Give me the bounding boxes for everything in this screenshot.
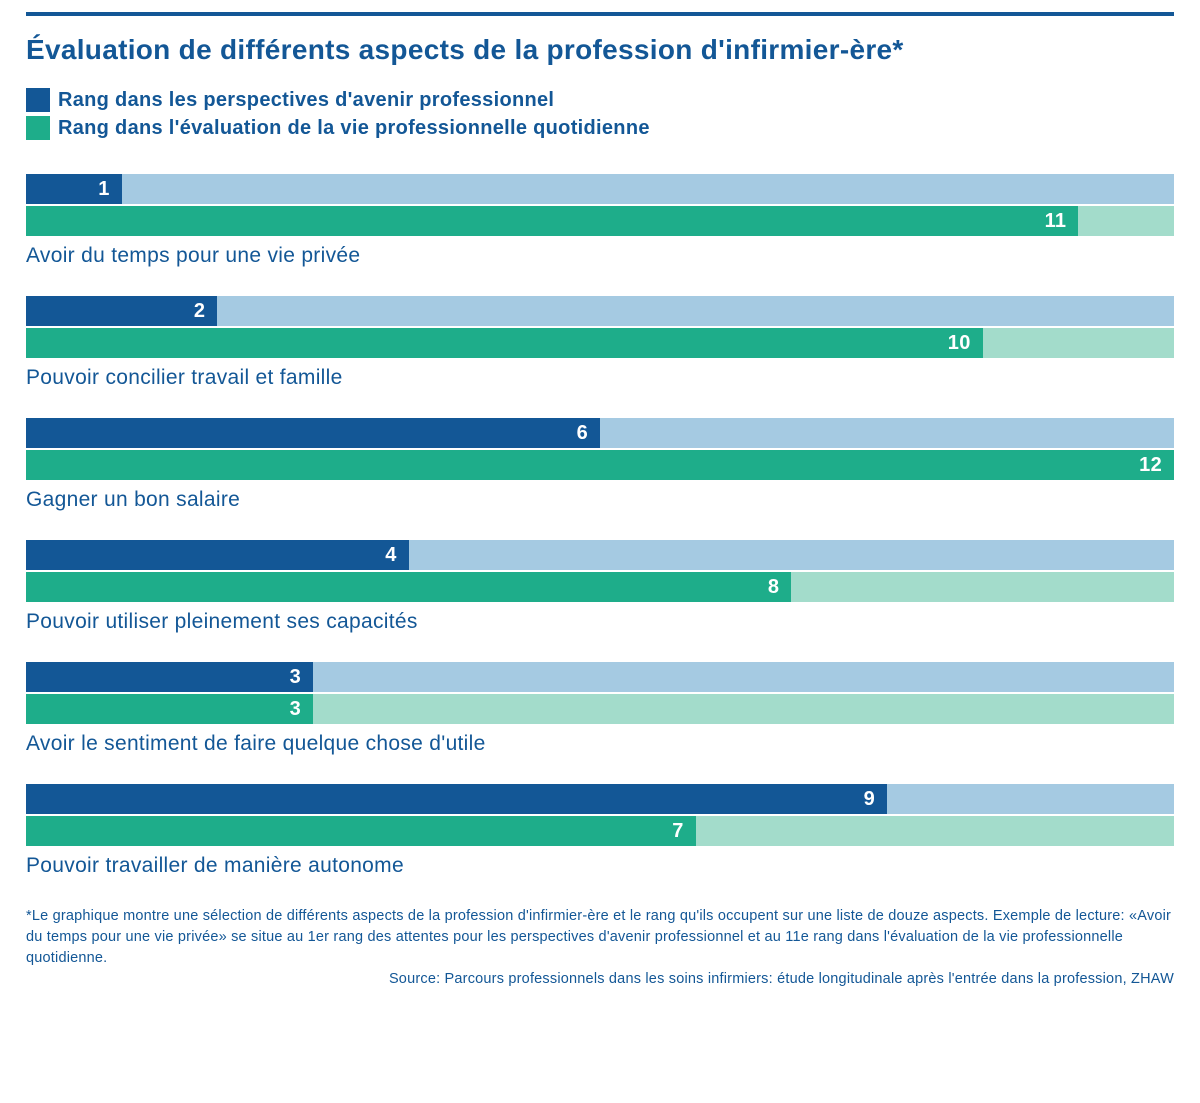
- chart-source: Source: Parcours professionnels dans les…: [26, 971, 1174, 987]
- legend-item-series1: Rang dans les perspectives d'avenir prof…: [26, 88, 1174, 112]
- bar-fill-series1: 9: [26, 784, 887, 814]
- bar-track-series2: 11: [26, 206, 1174, 236]
- bar-fill-series2: 8: [26, 572, 791, 602]
- item-label: Pouvoir utiliser pleinement ses capacité…: [26, 610, 1174, 634]
- bar-track-series1: 3: [26, 662, 1174, 692]
- chart-item: 97 Pouvoir travailler de manière autonome: [26, 784, 1174, 878]
- item-label: Avoir du temps pour une vie privée: [26, 244, 1174, 268]
- item-label: Pouvoir concilier travail et famille: [26, 366, 1174, 390]
- bar-fill-series1: 6: [26, 418, 600, 448]
- bar-fill-series2: 10: [26, 328, 983, 358]
- chart-container: Évaluation de différents aspects de la p…: [0, 0, 1200, 1011]
- chart-footnote: *Le graphique montre une sélection de di…: [26, 906, 1174, 969]
- bar-fill-series1: 1: [26, 174, 122, 204]
- bar-fill-series2: 11: [26, 206, 1078, 236]
- bar-pair: 33: [26, 662, 1174, 724]
- bar-fill-series1: 4: [26, 540, 409, 570]
- legend-swatch-series2: [26, 116, 50, 140]
- bar-track-series1: 9: [26, 784, 1174, 814]
- top-rule: [26, 12, 1174, 16]
- bar-fill-series2: 3: [26, 694, 313, 724]
- item-label: Gagner un bon salaire: [26, 488, 1174, 512]
- legend-label-series1: Rang dans les perspectives d'avenir prof…: [58, 89, 554, 112]
- item-label: Pouvoir travailler de manière autonome: [26, 854, 1174, 878]
- bar-pair: 612: [26, 418, 1174, 480]
- bar-track-series1: 2: [26, 296, 1174, 326]
- bar-fill-series1: 2: [26, 296, 217, 326]
- legend: Rang dans les perspectives d'avenir prof…: [26, 88, 1174, 140]
- bar-pair: 97: [26, 784, 1174, 846]
- chart-item: 210 Pouvoir concilier travail et famille: [26, 296, 1174, 390]
- bar-fill-series2: 12: [26, 450, 1174, 480]
- legend-label-series2: Rang dans l'évaluation de la vie profess…: [58, 117, 650, 140]
- bar-fill-series2: 7: [26, 816, 696, 846]
- bar-track-series2: 3: [26, 694, 1174, 724]
- bar-pair: 210: [26, 296, 1174, 358]
- legend-item-series2: Rang dans l'évaluation de la vie profess…: [26, 116, 1174, 140]
- bar-pair: 48: [26, 540, 1174, 602]
- bar-track-series2: 10: [26, 328, 1174, 358]
- bar-track-series2: 7: [26, 816, 1174, 846]
- chart-item: 111 Avoir du temps pour une vie privée: [26, 174, 1174, 268]
- item-label: Avoir le sentiment de faire quelque chos…: [26, 732, 1174, 756]
- bar-track-series2: 8: [26, 572, 1174, 602]
- chart-item: 612 Gagner un bon salaire: [26, 418, 1174, 512]
- bar-track-series2: 12: [26, 450, 1174, 480]
- bar-fill-series1: 3: [26, 662, 313, 692]
- legend-swatch-series1: [26, 88, 50, 112]
- bar-track-series1: 4: [26, 540, 1174, 570]
- chart-item: 33 Avoir le sentiment de faire quelque ch…: [26, 662, 1174, 756]
- chart-item: 48 Pouvoir utiliser pleinement ses capaci…: [26, 540, 1174, 634]
- bar-track-series1: 1: [26, 174, 1174, 204]
- bar-pair: 111: [26, 174, 1174, 236]
- chart-title: Évaluation de différents aspects de la p…: [26, 34, 1174, 66]
- bar-track-series1: 6: [26, 418, 1174, 448]
- chart-area: 111 Avoir du temps pour une vie privée 210…: [26, 174, 1174, 878]
